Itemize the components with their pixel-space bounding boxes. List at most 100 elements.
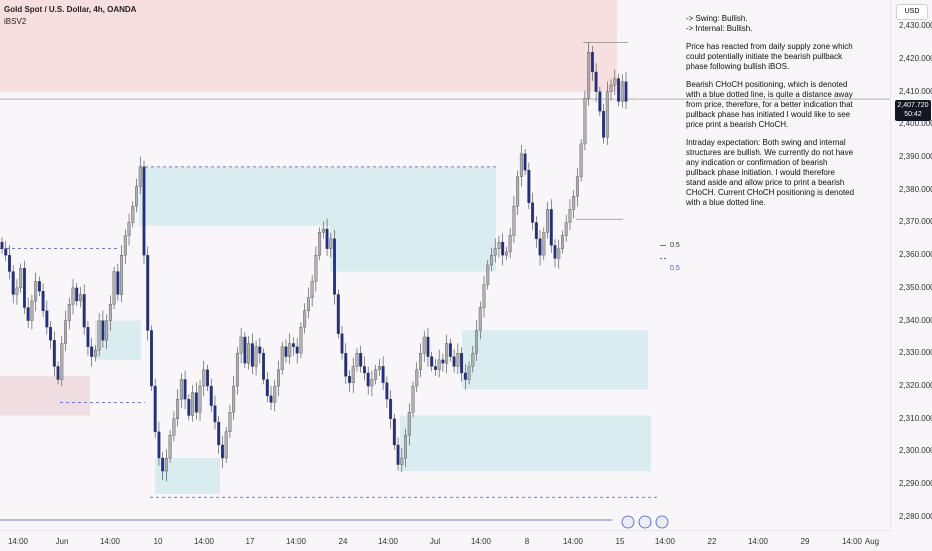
candle-body [620, 81, 624, 102]
candle-body [183, 379, 187, 400]
candle-body [269, 395, 273, 403]
price-chart[interactable] [0, 0, 890, 530]
candle-body [609, 84, 613, 92]
price-axis[interactable]: 2,430.000 2,420.000 2,410.000 2,400.000 2,39… [890, 0, 932, 530]
candle-body [86, 327, 90, 347]
candle-body [467, 366, 471, 380]
candle-body [202, 369, 206, 387]
candle-body [411, 385, 415, 413]
fib-label-1: 0.5 [670, 242, 680, 249]
candle-body [377, 366, 381, 370]
price-tick-label: 2,350.000 [899, 282, 932, 292]
candle-body [336, 294, 340, 334]
chart-header: Gold Spot / U.S. Dollar, 4h, OANDA iBSV2 [4, 4, 136, 28]
candle-body [11, 271, 15, 295]
candle-body [52, 340, 56, 367]
candle-body [120, 255, 124, 295]
candle-body [325, 228, 329, 249]
candle-body [370, 379, 374, 387]
note-reaction: Price has reacted from daily supply zone… [686, 42, 853, 71]
candle-body [146, 255, 150, 331]
currency-button[interactable]: USD [896, 4, 928, 20]
time-tick-label: 17 [245, 537, 255, 546]
time-tick-label: Jun [55, 537, 69, 546]
candle-body [448, 343, 452, 357]
candle-body [93, 349, 97, 357]
candle-body [426, 336, 430, 357]
demand-zone [462, 330, 648, 390]
candle-body [516, 176, 520, 207]
candle-body [157, 431, 161, 459]
time-tick-label: 14:00 [7, 537, 29, 546]
candle-body [0, 241, 4, 249]
candle-body [568, 209, 572, 223]
candle-body [213, 405, 217, 423]
price-tick-label: 2,340.000 [899, 315, 932, 325]
supply-zone [0, 0, 617, 92]
symbol-title: Gold Spot / U.S. Dollar, 4h, OANDA [4, 5, 137, 14]
price-tick-label: 2,370.000 [899, 217, 932, 227]
candle-body [150, 330, 153, 387]
note-swing: -> Swing: Bullish. [686, 14, 748, 23]
candle-body [564, 222, 568, 236]
candle-body [463, 372, 467, 380]
candle-body [179, 379, 183, 400]
candle-body [135, 186, 138, 207]
candle-body [583, 97, 587, 145]
candle-body [164, 457, 168, 472]
candle-body [445, 343, 449, 364]
candle-body [519, 153, 523, 177]
candle-body [112, 271, 116, 305]
candle-body [579, 143, 583, 177]
candle-body [351, 366, 355, 383]
event-marker-icon [621, 515, 635, 529]
time-axis[interactable]: 14:00 Jun 14:00 10 14:00 17 14:00 24 14:00 Jul 14:… [0, 530, 890, 551]
candle-body [64, 320, 67, 344]
candle-body [348, 376, 351, 383]
candle-body [512, 205, 516, 236]
candle-body [82, 294, 86, 328]
candle-body [389, 398, 393, 419]
candle-body [232, 385, 236, 413]
note-expectation: Intraday expectation: Both swing and int… [686, 138, 855, 207]
candle-body [441, 359, 445, 364]
candle-body [433, 366, 437, 370]
event-marker-icon [655, 515, 669, 529]
candle-body [493, 248, 497, 256]
candle-body [419, 353, 422, 370]
candle-body [217, 421, 221, 446]
candle-body [508, 235, 512, 253]
candle-body [295, 346, 299, 354]
price-tick-label: 2,310.000 [899, 413, 932, 423]
time-tick-label: 14:00 [562, 537, 584, 546]
candle-body [277, 369, 280, 387]
price-tick-label: 2,380.000 [899, 184, 932, 194]
time-tick-label: 14:00 [285, 537, 307, 546]
time-tick-label: 14:00 [377, 537, 399, 546]
candle-body [561, 235, 564, 249]
candle-body [490, 255, 493, 266]
candle-body [127, 222, 131, 236]
candle-body [605, 91, 609, 138]
current-price: 2,407.720 [897, 102, 929, 109]
candle-body [624, 81, 628, 102]
candle-body [385, 382, 389, 400]
candle-body [172, 418, 176, 436]
candle-body [280, 346, 284, 370]
candle-body [291, 343, 295, 347]
candle-body [265, 379, 269, 397]
candle-body [303, 310, 307, 328]
candle-body [198, 385, 202, 413]
candle-body [191, 392, 195, 416]
candle-body [527, 169, 531, 203]
candle-body [161, 457, 165, 472]
price-tick-label: 2,430.000 [899, 21, 932, 31]
candle-body [613, 78, 617, 86]
candle-body [557, 248, 561, 259]
candle-body [235, 353, 239, 387]
candle-body [486, 264, 490, 285]
candle-body [105, 320, 109, 341]
candle-body [34, 281, 38, 302]
candle-body [258, 346, 262, 354]
time-tick-label: 8 [524, 537, 530, 546]
